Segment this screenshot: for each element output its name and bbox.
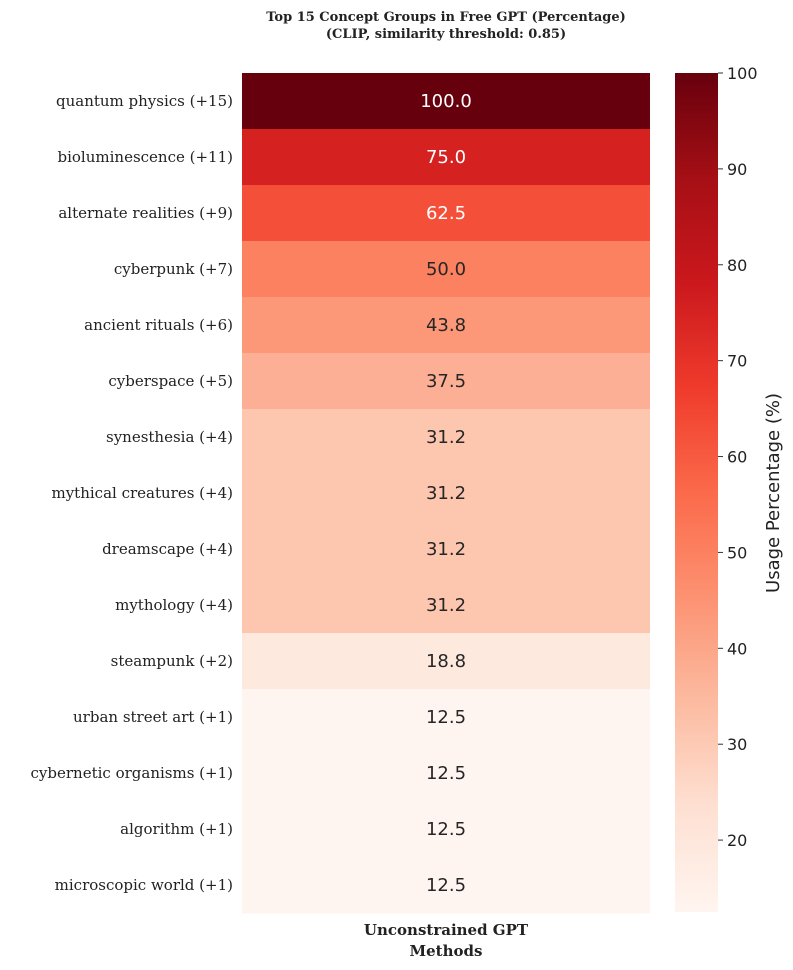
heatmap-cell — [242, 73, 650, 130]
heatmap-cell — [242, 185, 650, 242]
y-tick-label: ancient rituals (+6) — [84, 316, 233, 334]
cell-value-label: 43.8 — [426, 315, 466, 336]
heatmap-cell — [242, 297, 650, 354]
heatmap-cell — [242, 689, 650, 746]
cell-value-label: 18.8 — [426, 651, 466, 672]
chart-title-line-1: Top 15 Concept Groups in Free GPT (Perce… — [266, 10, 626, 25]
cell-value-label: 31.2 — [426, 595, 466, 616]
y-tick-label: urban street art (+1) — [73, 708, 233, 726]
colorbar-tick-label: 40 — [727, 639, 747, 658]
cell-value-label: 62.5 — [426, 203, 466, 224]
cell-value-label: 31.2 — [426, 483, 466, 504]
cell-value-label: 12.5 — [426, 763, 466, 784]
chart-title-line-2: (CLIP, similarity threshold: 0.85) — [326, 27, 566, 42]
chart-title: Top 15 Concept Groups in Free GPT (Perce… — [266, 10, 626, 42]
colorbar-tick-label: 20 — [727, 831, 747, 850]
x-axis-label: Methods — [410, 942, 483, 960]
cell-value-label: 50.0 — [426, 259, 466, 280]
cell-value-label: 31.2 — [426, 539, 466, 560]
colorbar-tick-label: 80 — [727, 256, 747, 275]
heatmap-cell — [242, 521, 650, 578]
heatmap-cell — [242, 745, 650, 802]
y-tick-label: dreamscape (+4) — [102, 540, 233, 558]
colorbar-tick-label: 90 — [727, 160, 747, 179]
colorbar-tick-label: 100 — [727, 64, 758, 83]
heatmap-cell — [242, 241, 650, 298]
colorbar-ticks: 20 30 40 50 60 70 80 90 100 — [718, 64, 758, 850]
colorbar: 20 30 40 50 60 70 80 90 100 Usage Percentage (%) — [675, 64, 784, 912]
colorbar-tick-label: 50 — [727, 543, 747, 562]
y-tick-label: microscopic world (+1) — [55, 876, 233, 894]
y-tick-label: mythology (+4) — [115, 596, 233, 614]
colorbar-tick-label: 70 — [727, 352, 747, 371]
y-tick-label: quantum physics (+15) — [56, 92, 233, 110]
cell-value-label: 100.0 — [420, 91, 472, 112]
heatmap-cell-labels: 100.0 75.0 62.5 50.0 43.8 37.5 31.2 31.2 31.2 31.… — [420, 91, 472, 896]
cell-value-label: 31.2 — [426, 427, 466, 448]
cell-value-label: 75.0 — [426, 147, 466, 168]
y-tick-label: bioluminescence (+11) — [58, 148, 234, 166]
heatmap-cell — [242, 465, 650, 522]
cell-value-label: 12.5 — [426, 707, 466, 728]
x-tick-label: Unconstrained GPT — [364, 921, 529, 939]
y-axis-labels: quantum physics (+15) bioluminescence (+1… — [31, 92, 233, 894]
y-tick-label: cyberspace (+5) — [108, 372, 233, 390]
heatmap-cell — [242, 577, 650, 634]
y-tick-label: alternate realities (+9) — [58, 204, 233, 222]
y-tick-label: mythical creatures (+4) — [51, 484, 233, 502]
y-tick-label: synesthesia (+4) — [106, 428, 233, 446]
colorbar-tick-label: 30 — [727, 735, 747, 754]
y-tick-label: cybernetic organisms (+1) — [31, 764, 233, 782]
heatmap-cell — [242, 633, 650, 690]
y-tick-label: cyberpunk (+7) — [114, 260, 233, 278]
heatmap-cells — [242, 73, 650, 914]
heatmap-cell — [242, 409, 650, 466]
cell-value-label: 12.5 — [426, 819, 466, 840]
cell-value-label: 12.5 — [426, 875, 466, 896]
heatmap-cell — [242, 801, 650, 858]
y-tick-label: steampunk (+2) — [111, 652, 233, 670]
y-tick-label: algorithm (+1) — [120, 820, 233, 838]
colorbar-gradient — [675, 73, 718, 912]
colorbar-tick-label: 60 — [727, 448, 747, 467]
heatmap-cell — [242, 129, 650, 186]
heatmap-cell — [242, 353, 650, 410]
colorbar-label: Usage Percentage (%) — [763, 393, 784, 593]
heatmap-cell — [242, 857, 650, 914]
x-axis: Unconstrained GPT Methods — [364, 921, 529, 960]
cell-value-label: 37.5 — [426, 371, 466, 392]
